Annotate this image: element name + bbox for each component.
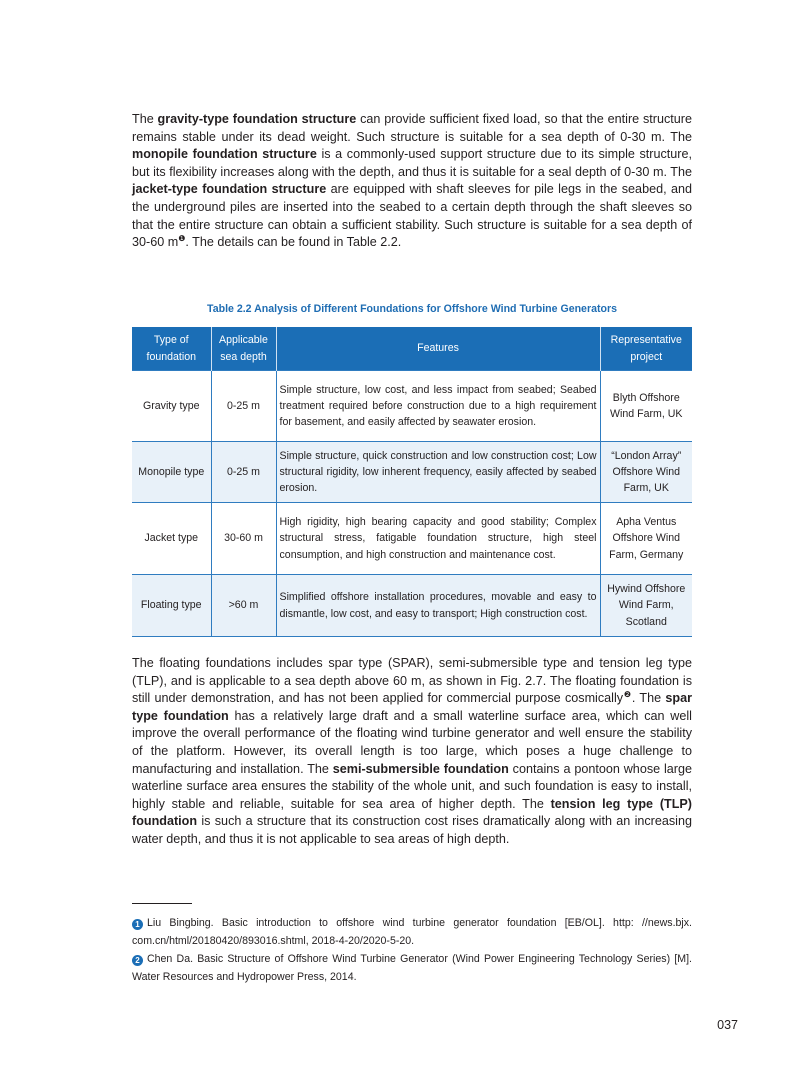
cell-project: “London Array” Offshore Wind Farm, UK bbox=[599, 441, 692, 503]
table-header-row: Type of foundation Applicable sea depth … bbox=[132, 327, 692, 371]
cell-depth: 30-60 m bbox=[210, 502, 276, 575]
cell-features: Simple structure, low cost, and less imp… bbox=[275, 370, 600, 442]
text-run: are equipped with shaft sleeves for pile… bbox=[132, 182, 692, 250]
footnote-divider bbox=[132, 903, 192, 904]
text-run: The floating foundations includes spar t… bbox=[132, 656, 692, 706]
cell-type: Monopile type bbox=[132, 441, 211, 503]
footnote-marker: 1 bbox=[132, 919, 143, 930]
text-run: can provide sufficient fixed load, so th… bbox=[132, 112, 692, 144]
bold-term: gravity-type foundation structure bbox=[157, 112, 357, 126]
cell-project: Hywind Offshore Wind Farm, Scotland bbox=[599, 574, 692, 637]
cell-project: Apha Ventus Offshore Wind Farm, Germany bbox=[599, 502, 692, 575]
cell-features: Simple structure, quick construction and… bbox=[275, 441, 600, 503]
bold-term: spar type foundation bbox=[132, 691, 692, 723]
bold-term: semi-submersible foundation bbox=[332, 761, 509, 776]
cell-type: Jacket type bbox=[132, 502, 211, 575]
text-run: . The details can be found in Table 2.2. bbox=[185, 235, 402, 250]
table-row: Gravity type 0-25 m Simple structure, low … bbox=[132, 370, 692, 442]
table-row: Jacket type 30-60 m High rigidity, high be… bbox=[132, 502, 692, 575]
text-run: is a commonly-used support structure due… bbox=[132, 147, 692, 179]
paragraph-floating-foundations: The floating foundations includes spar t… bbox=[132, 655, 692, 849]
footnote-text: Liu Bingbing. Basic introduction to offs… bbox=[132, 917, 692, 947]
footnote-reference: ❶ bbox=[178, 233, 186, 243]
cell-type: Floating type bbox=[132, 574, 211, 637]
footnote-marker: 2 bbox=[132, 955, 143, 966]
foundations-table: Type of foundation Applicable sea depth … bbox=[132, 327, 692, 637]
footnote-2: 2 Chen Da. Basic Structure of Offshore Wi… bbox=[132, 950, 692, 986]
bold-term: jacket-type foundation structure bbox=[132, 182, 327, 197]
bold-term: tension leg type (TLP) foundation bbox=[132, 796, 692, 829]
header-depth: Applicable sea depth bbox=[210, 327, 276, 371]
text-run: has a relatively large draft and a small… bbox=[132, 708, 692, 776]
cell-project: Blyth Offshore Wind Farm, UK bbox=[599, 370, 692, 442]
header-features: Features bbox=[275, 327, 600, 371]
text-run: The bbox=[132, 112, 158, 126]
cell-depth: >60 m bbox=[210, 574, 276, 637]
cell-features: Simplified offshore installation procedu… bbox=[275, 574, 600, 637]
text-run: contains a pontoon whose large waterline… bbox=[132, 761, 692, 811]
cell-type: Gravity type bbox=[132, 370, 211, 442]
text-run: . The bbox=[631, 691, 666, 706]
table-caption: Table 2.2 Analysis of Different Foundati… bbox=[207, 303, 617, 315]
text-run: is such a structure that its constructio… bbox=[132, 814, 692, 846]
page-number: 037 bbox=[717, 1018, 738, 1032]
header-project: Representative project bbox=[599, 327, 692, 371]
table-row: Floating type >60 m Simplified offshore in… bbox=[132, 574, 692, 637]
footnote-1: 1 Liu Bingbing. Basic introduction to off… bbox=[132, 914, 692, 950]
bold-term: monopile foundation structure bbox=[132, 147, 317, 162]
cell-features: High rigidity, high bearing capacity and… bbox=[275, 502, 600, 575]
cell-depth: 0-25 m bbox=[210, 370, 276, 442]
cell-depth: 0-25 m bbox=[210, 441, 276, 503]
header-type: Type of foundation bbox=[132, 327, 211, 371]
footnote-reference: ❷ bbox=[623, 690, 632, 699]
footnote-text: Chen Da. Basic Structure of Offshore Win… bbox=[132, 953, 692, 983]
paragraph-foundation-structures: The gravity-type foundation structure ca… bbox=[132, 111, 692, 252]
table-row: Monopile type 0-25 m Simple structure, qui… bbox=[132, 441, 692, 503]
